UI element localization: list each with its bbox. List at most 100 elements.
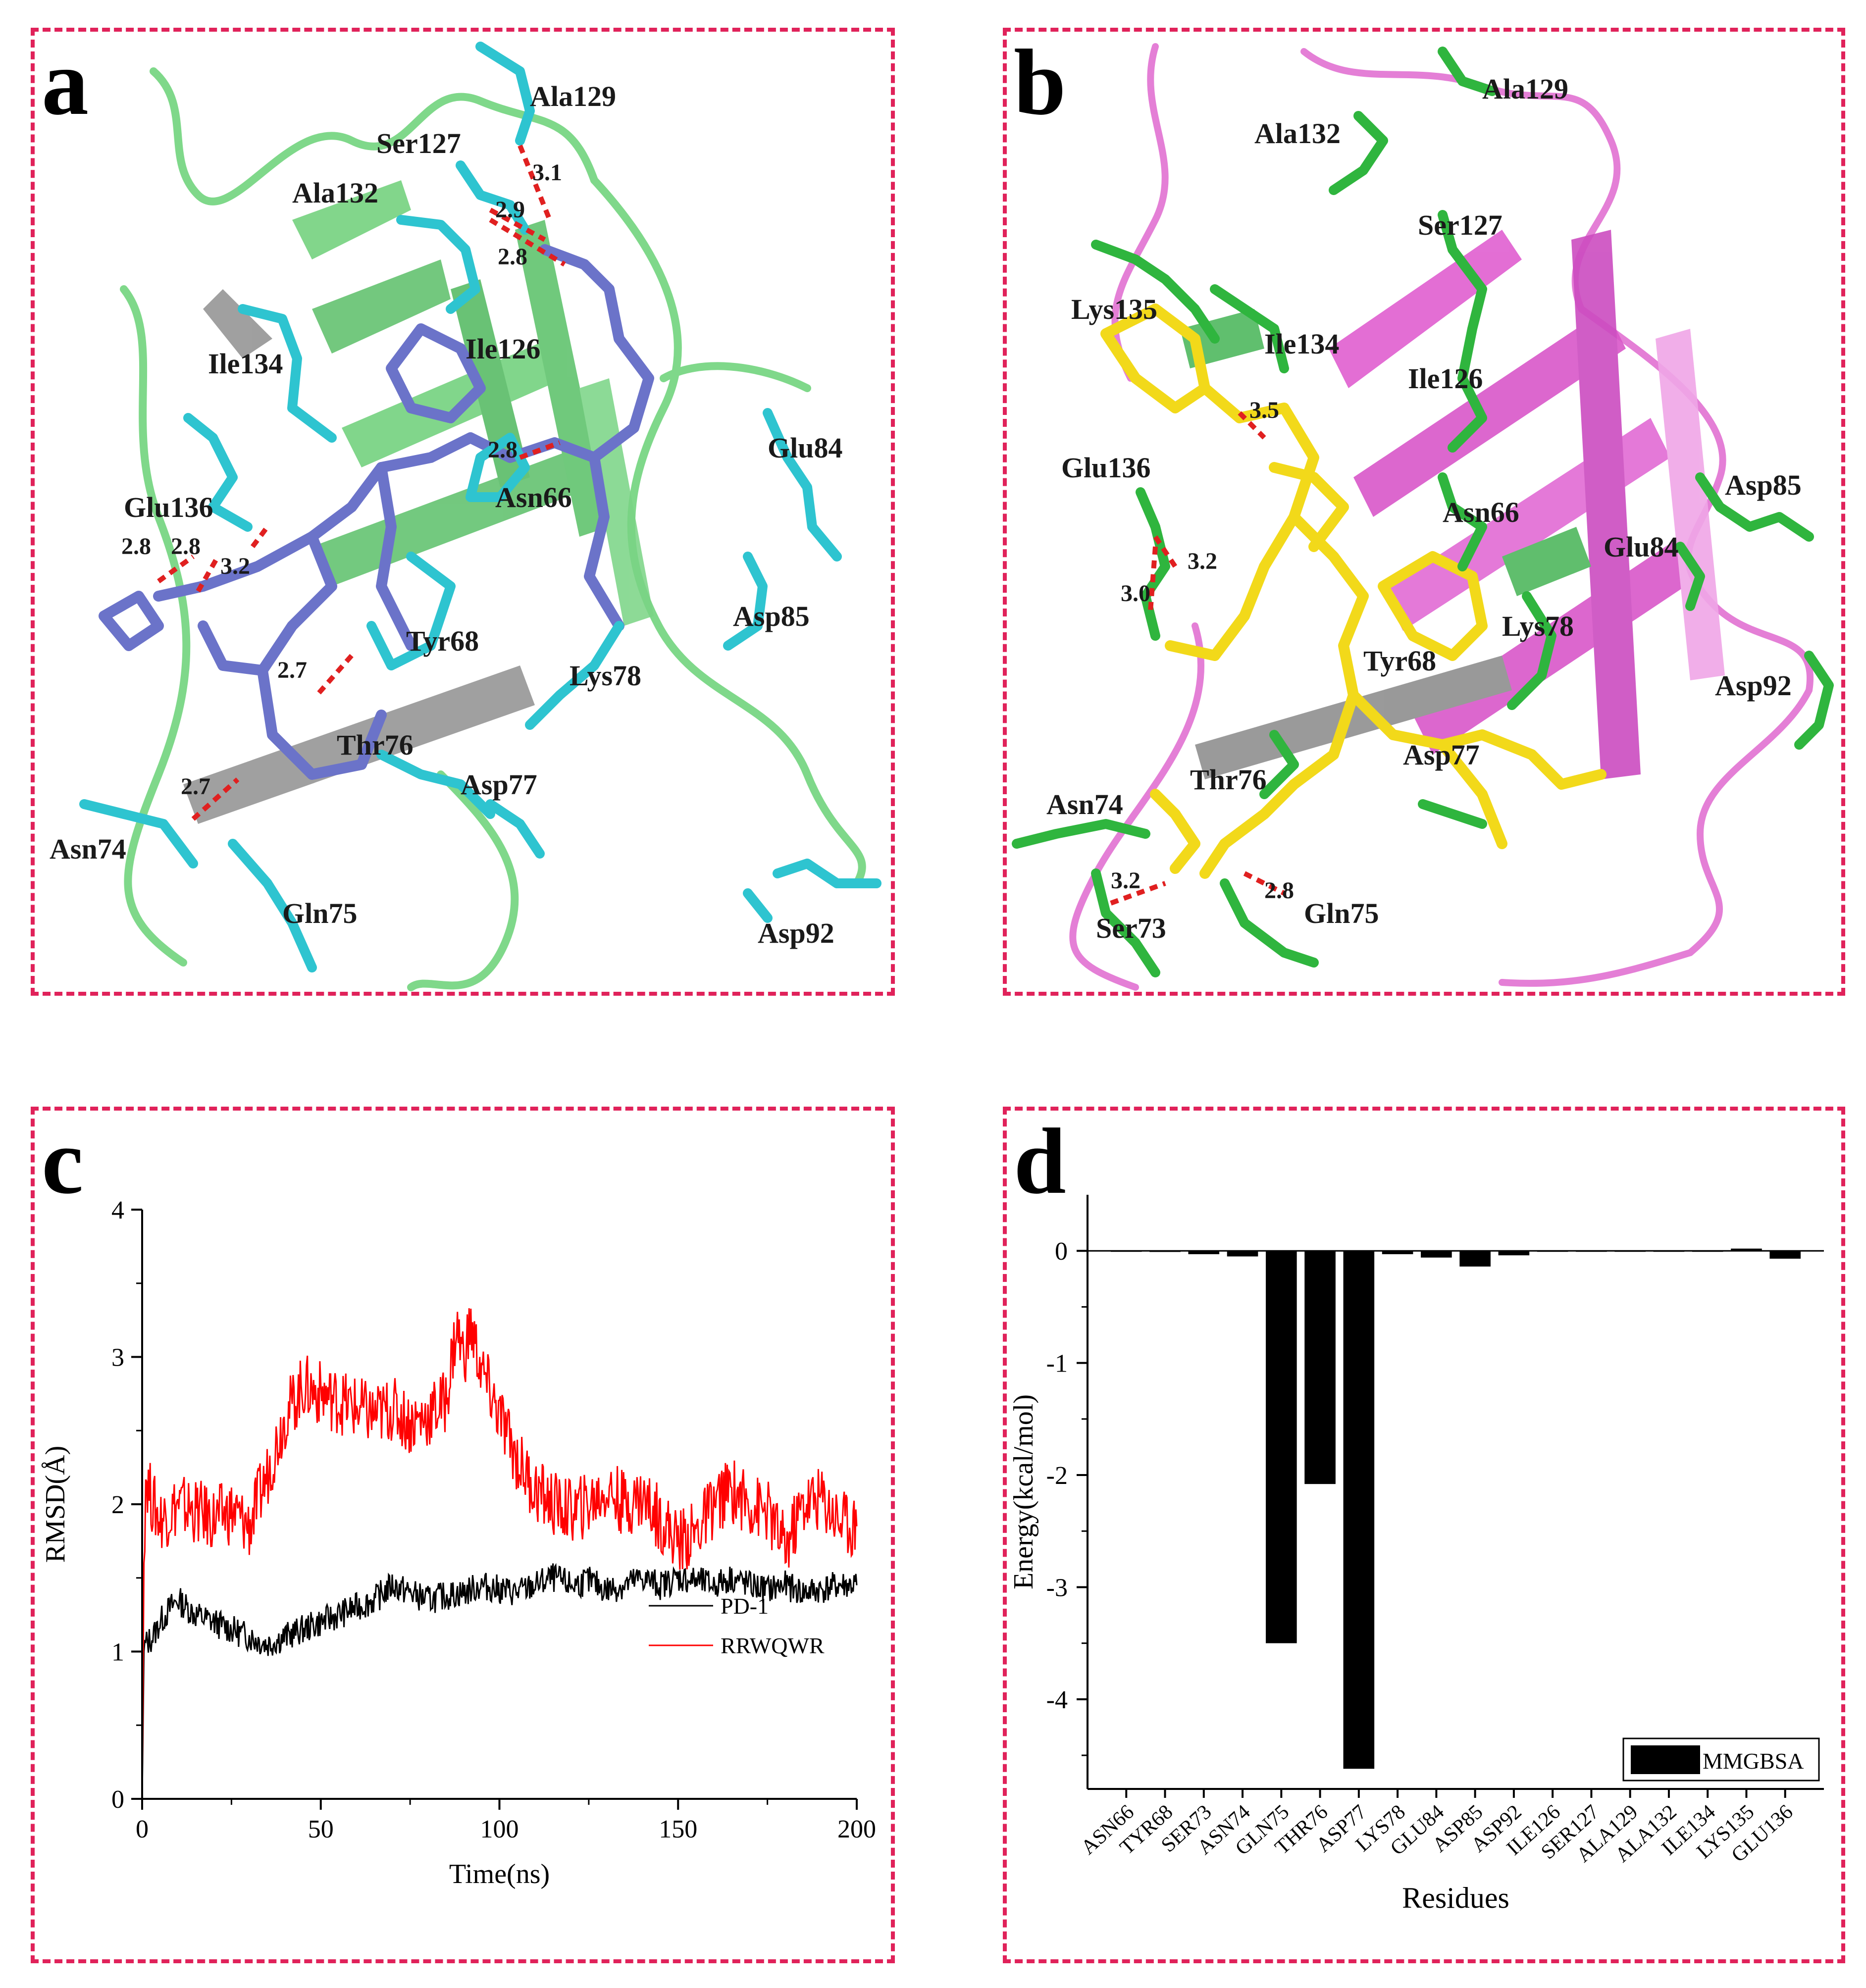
panel-c: c 0 50 100 150 200 0 1 2 3 4 Time(ns) RMSD(Å) PD-1 RR… <box>31 1107 895 1963</box>
series-line <box>141 1563 858 1799</box>
energy-bar <box>1227 1251 1258 1257</box>
residue-sticks-a <box>79 42 881 972</box>
distance-label: 3.1 <box>532 159 562 186</box>
distance-label: 2.7 <box>181 773 210 800</box>
beta-sheet-a <box>183 180 654 824</box>
y-tick-label: -2 <box>1046 1462 1068 1490</box>
panel-d: d 0 -1 -2 -3 -4 ASN66 TYR68 SER73 ASN74 GLN75 THR7… <box>1003 1107 1845 1963</box>
energy-bar <box>1421 1251 1452 1258</box>
energy-bar <box>1382 1251 1413 1254</box>
residue-label: Ile134 <box>208 348 283 380</box>
energy-bar <box>1266 1251 1297 1643</box>
panel-b-letter: b <box>1014 31 1066 135</box>
y-tick-label: 2 <box>111 1491 124 1519</box>
distance-label: 3.2 <box>220 553 250 579</box>
residue-label: Lys78 <box>1502 610 1574 642</box>
energy-bar <box>1731 1248 1762 1251</box>
distance-label: 3.0 <box>1121 580 1150 607</box>
y-tick-label: 0 <box>111 1785 124 1814</box>
ligand-sticks-b <box>1100 304 1607 879</box>
y-tick-label: 4 <box>111 1196 124 1224</box>
y-tick-label: -1 <box>1046 1350 1068 1378</box>
x-axis-label: Residues <box>1402 1882 1509 1914</box>
x-tick-label: 100 <box>480 1815 519 1843</box>
energy-bar <box>1343 1251 1375 1769</box>
distance-label: 2.8 <box>498 244 527 270</box>
residue-label: Ser127 <box>1418 209 1503 241</box>
x-tick-label: 150 <box>659 1815 697 1843</box>
residue-label: Tyr68 <box>1363 645 1436 677</box>
x-tick-label: 200 <box>837 1815 876 1843</box>
series-line <box>141 1308 858 1799</box>
residue-label: Gln75 <box>1304 897 1379 929</box>
ligand-sticks-a <box>99 244 654 780</box>
energy-bar-chart: 0-1-2-3-4ASN66TYR68SER73ASN74GLN75THR76A… <box>1008 1195 1824 1914</box>
residue-label: Lys135 <box>1071 293 1157 325</box>
residue-label: Gln75 <box>282 897 358 929</box>
molecular-structure-b: Ala129 Ala132 Ser127 Lys135 Ile134 Ile12… <box>1012 43 1834 991</box>
hbond-lines-a <box>157 145 566 821</box>
y-tick-label: 0 <box>1055 1237 1068 1266</box>
residue-labels-b: Ala129 Ala132 Ser127 Lys135 Ile134 Ile12… <box>1046 73 1802 944</box>
distance-labels-a: 3.1 2.9 2.8 2.8 2.8 2.8 3.2 2.7 2.7 <box>121 159 562 800</box>
distance-label: 2.8 <box>121 533 151 560</box>
x-axis-label: Time(ns) <box>449 1859 550 1889</box>
energy-bar <box>1304 1251 1336 1484</box>
residue-label: Asp77 <box>1403 739 1480 771</box>
residue-label: Lys78 <box>570 660 641 692</box>
residue-label: Asp85 <box>1725 469 1802 501</box>
residue-label: Asn74 <box>50 833 126 865</box>
hbond-lines-b <box>1110 411 1286 906</box>
residue-label: Asp85 <box>733 600 810 632</box>
residue-label: Glu136 <box>1061 452 1151 484</box>
panel-b: b <box>1003 28 1845 996</box>
residue-label: Thr76 <box>337 729 414 761</box>
panel-c-letter: c <box>42 1110 84 1214</box>
residue-label: Ala129 <box>530 80 616 112</box>
residue-label: Ser127 <box>376 127 461 159</box>
residue-label: Asp77 <box>461 768 537 801</box>
y-tick-label: 1 <box>111 1638 124 1667</box>
y-axis-label: Energy(kcal/mol) <box>1008 1394 1039 1589</box>
energy-bar <box>1498 1251 1530 1256</box>
y-tick-label: -3 <box>1046 1574 1068 1602</box>
molecular-structure-a: Ala129 Ser127 Ala132 Ile134 Ile126 Glu84… <box>50 42 881 991</box>
residue-label: Glu84 <box>1604 531 1679 563</box>
distance-label: 3.2 <box>1111 867 1140 894</box>
distance-label: 2.8 <box>1264 877 1294 904</box>
residue-label: Asn66 <box>495 481 572 513</box>
residue-label: Asn66 <box>1443 496 1519 528</box>
residue-label: Ser73 <box>1096 912 1166 944</box>
residue-label: Ile134 <box>1264 328 1339 360</box>
distance-label: 3.2 <box>1188 548 1217 574</box>
distance-label: 2.7 <box>277 657 307 683</box>
distance-label: 2.8 <box>171 533 201 560</box>
distance-labels-b: 3.5 3.2 3.0 3.2 2.8 <box>1111 397 1294 904</box>
residue-labels-a: Ala129 Ser127 Ala132 Ile134 Ile126 Glu84… <box>50 80 843 949</box>
residue-label: Ala132 <box>1254 117 1341 150</box>
y-axis-label: RMSD(Å) <box>40 1446 71 1563</box>
residue-label: Tyr68 <box>406 625 479 657</box>
residue-label: Glu84 <box>768 432 843 464</box>
panel-d-letter: d <box>1014 1110 1066 1214</box>
panel-a-letter: a <box>42 31 89 135</box>
residue-label: Asn74 <box>1046 788 1123 820</box>
residue-label: Glu136 <box>124 491 213 523</box>
legend-label: RRWQWR <box>721 1633 825 1658</box>
energy-bar <box>1459 1251 1491 1267</box>
residue-label: Ala129 <box>1482 73 1568 105</box>
rmsd-line-chart: 0 50 100 150 200 0 1 2 3 4 Time(ns) RMSD(Å) PD-1 RRWQ… <box>40 1196 876 1889</box>
legend-label: PD-1 <box>721 1593 769 1619</box>
distance-label: 2.8 <box>488 437 518 463</box>
y-tick-label: 3 <box>111 1344 124 1372</box>
energy-bar <box>1188 1251 1220 1254</box>
legend-label: MMGBSA <box>1703 1748 1804 1774</box>
distance-label: 3.5 <box>1249 397 1279 423</box>
residue-label: Ile126 <box>466 333 540 365</box>
residue-label: Ala132 <box>292 177 378 209</box>
residue-label: Ile126 <box>1408 362 1483 395</box>
distance-label: 2.9 <box>495 197 525 223</box>
legend-swatch <box>1631 1745 1700 1774</box>
residue-label: Thr76 <box>1190 764 1267 796</box>
residue-label: Asp92 <box>758 917 834 949</box>
